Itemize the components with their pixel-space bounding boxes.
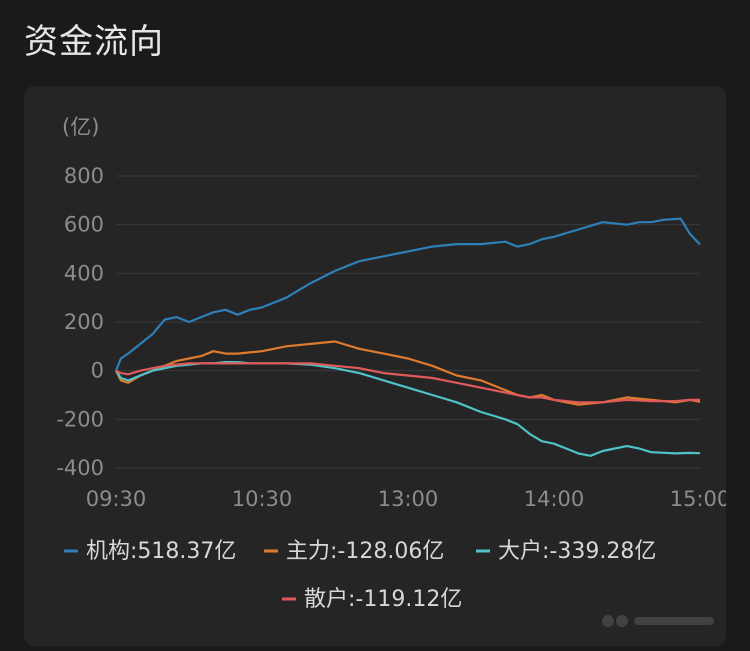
money-flow-chart: (亿) 800 600 400 200 0 -200 -400 09:30 10:30 13:00 1… [56, 115, 726, 612]
y-tick-label: -400 [56, 456, 104, 480]
y-tick-label: 200 [64, 310, 104, 334]
axis-layer: (亿) 800 600 400 200 0 -200 -400 09:30 10:30 13:00 1… [56, 115, 726, 511]
y-unit-label: (亿) [62, 115, 99, 139]
y-tick-label: 600 [64, 213, 104, 237]
series-line-主力 [115, 340, 701, 406]
series-line-散户 [115, 362, 701, 404]
page-title: 资金流向 [24, 22, 164, 62]
x-tick-label: 09:30 [86, 487, 147, 511]
x-tick-label: 10:30 [232, 487, 293, 511]
series-line-机构 [114, 217, 701, 372]
legend-label[interactable]: 主力:-128.06亿 [286, 539, 444, 564]
chart-card: (亿) 800 600 400 200 0 -200 -400 09:30 10:30 13:00 1… [24, 86, 726, 646]
x-tick-label: 13:00 [378, 487, 439, 511]
watermark-logo [602, 615, 714, 627]
grid-layer [116, 175, 700, 469]
series-line-大户 [115, 361, 701, 457]
legend-layer: 机构:518.37亿 主力:-128.06亿 大户:-339.28亿散户:-119.… [64, 539, 656, 612]
y-tick-label: 800 [64, 164, 104, 188]
legend-label[interactable]: 散户:-119.12亿 [304, 587, 462, 612]
legend-label[interactable]: 大户:-339.28亿 [498, 539, 656, 564]
y-tick-label: 0 [91, 359, 104, 383]
x-tick-label: 14:00 [524, 487, 585, 511]
x-tick-label: 15:00 [670, 487, 726, 511]
y-tick-label: -200 [56, 407, 104, 431]
series-layer [114, 217, 701, 457]
y-tick-label: 400 [64, 261, 104, 285]
legend-label[interactable]: 机构:518.37亿 [86, 539, 236, 564]
